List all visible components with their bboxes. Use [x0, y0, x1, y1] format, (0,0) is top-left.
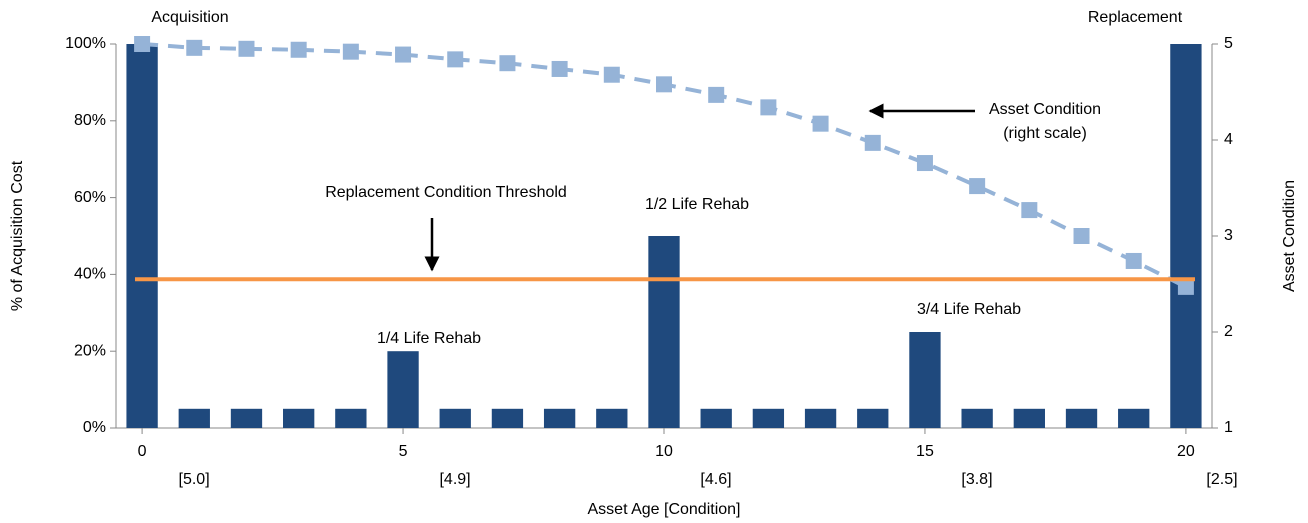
marker: [551, 60, 568, 77]
bar: [335, 408, 367, 428]
marker: [760, 99, 777, 116]
y-tick-label: 40%: [74, 266, 106, 283]
marker: [656, 76, 672, 93]
bar: [909, 332, 941, 428]
annotation: (right scale): [1003, 125, 1087, 142]
marker: [499, 55, 516, 72]
marker: [969, 178, 986, 195]
marker: [290, 41, 307, 58]
bar: [648, 236, 680, 428]
marker: [395, 46, 412, 63]
annotation: 1/4 Life Rehab: [377, 330, 481, 347]
y2-axis-title: Asset Condition: [1281, 180, 1298, 292]
marker: [603, 66, 620, 83]
bar: [857, 408, 889, 428]
annotation: 1/2 Life Rehab: [645, 196, 749, 213]
annotation: Replacement: [1088, 9, 1183, 26]
x-tick-sublabel: [3.8]: [961, 471, 992, 488]
bar: [230, 408, 263, 428]
bar: [961, 408, 993, 428]
annotation: Asset Condition: [989, 101, 1101, 118]
marker: [864, 134, 881, 151]
marker: [134, 36, 151, 52]
y-tick-label: 80%: [74, 112, 106, 129]
marker: [916, 155, 933, 172]
bar: [543, 408, 576, 428]
bar: [596, 408, 628, 428]
marker: [708, 86, 725, 103]
bar: [1118, 408, 1150, 428]
y2-tick-label: 4: [1224, 131, 1233, 148]
marker: [1021, 202, 1038, 219]
x-tick-label: 15: [916, 443, 934, 460]
x-tick-sublabel: [4.9]: [439, 471, 470, 488]
x-tick-label: 10: [655, 443, 673, 460]
y2-tick-label: 2: [1224, 323, 1233, 340]
y-tick-label: 0%: [83, 419, 106, 436]
bar: [700, 408, 732, 428]
y2-tick-label: 3: [1224, 227, 1233, 244]
marker: [342, 43, 359, 60]
annotation: Acquisition: [151, 9, 228, 26]
marker: [186, 39, 203, 56]
y-axis-title: % of Acquisition Cost: [9, 160, 26, 311]
marker: [1125, 252, 1142, 269]
annotation: Replacement Condition Threshold: [325, 184, 567, 201]
marker: [1177, 278, 1194, 295]
bar: [1013, 408, 1045, 428]
x-tick-sublabel: [2.5]: [1206, 471, 1237, 488]
annotation: 3/4 Life Rehab: [917, 301, 1021, 318]
x-tick-label: 5: [399, 443, 408, 460]
x-tick-label: 0: [138, 443, 147, 460]
y2-tick-label: 1: [1224, 419, 1233, 436]
x-axis-title: Asset Age [Condition]: [588, 501, 741, 518]
bar: [1065, 408, 1098, 428]
y-tick-label: 100%: [65, 35, 106, 52]
bar: [283, 408, 315, 428]
marker: [812, 115, 829, 132]
marker: [238, 40, 255, 57]
x-tick-label: 20: [1177, 443, 1195, 460]
y-tick-label: 20%: [74, 342, 106, 359]
x-tick-sublabel: [5.0]: [179, 471, 210, 488]
marker: [447, 51, 464, 68]
y2-tick-label: 5: [1224, 35, 1233, 52]
bar: [126, 44, 158, 428]
bar: [491, 408, 524, 428]
marker: [1073, 228, 1090, 244]
bar: [178, 408, 210, 428]
y-tick-label: 60%: [74, 189, 106, 206]
x-tick-sublabel: [4.6]: [700, 471, 731, 488]
bar: [804, 408, 837, 428]
bar: [387, 351, 419, 428]
bar: [1170, 44, 1202, 428]
bar: [752, 408, 785, 428]
bar: [439, 408, 471, 428]
